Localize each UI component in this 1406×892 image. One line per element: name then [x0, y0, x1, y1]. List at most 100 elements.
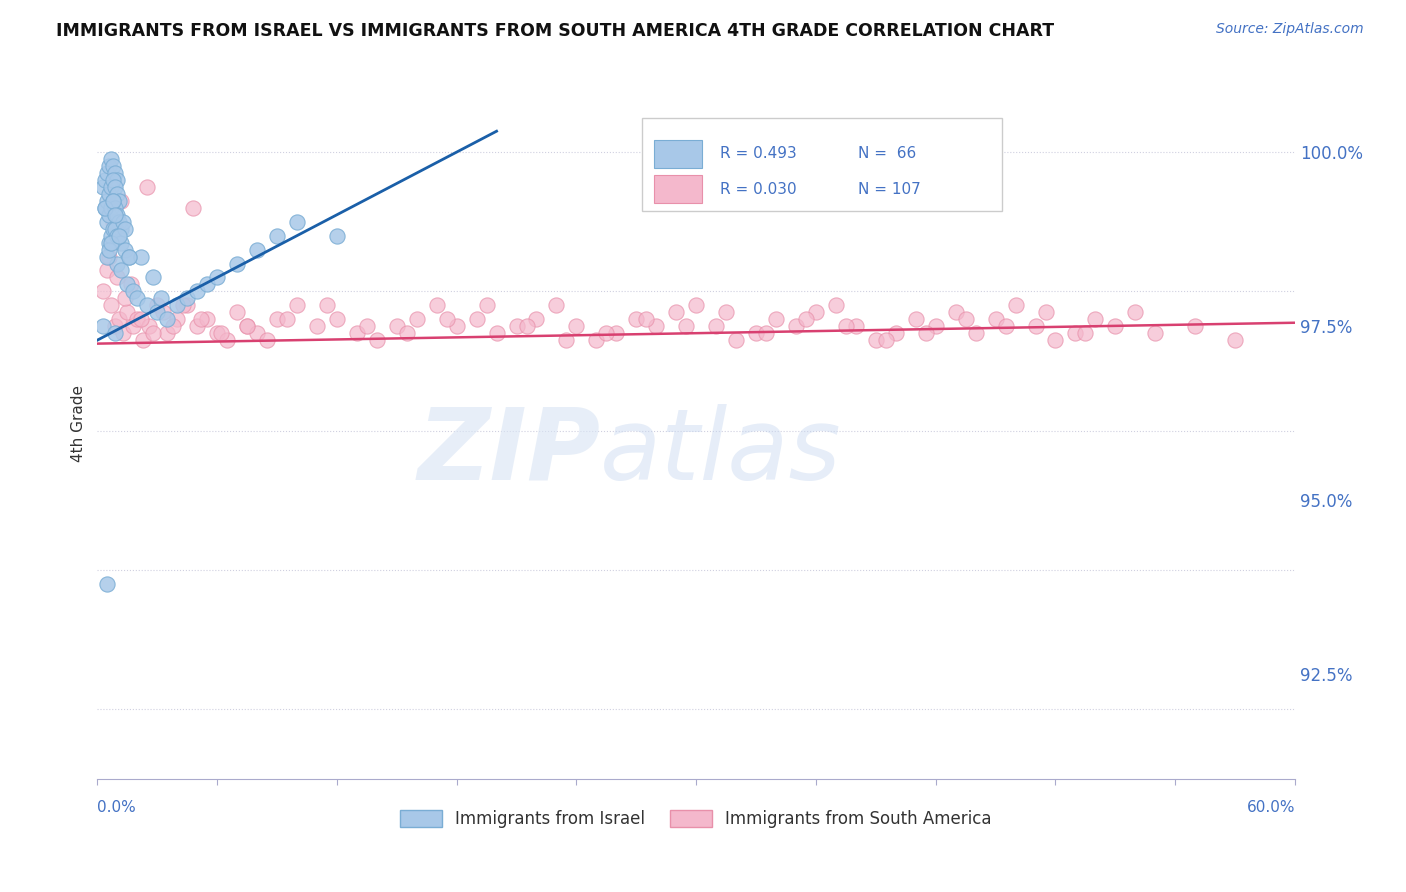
Point — [305, 319, 328, 334]
Point — [100, 180, 122, 194]
Point — [804, 305, 827, 319]
Point — [114, 243, 136, 257]
Point — [645, 319, 668, 334]
Point — [904, 312, 927, 326]
Point — [129, 250, 152, 264]
Point — [875, 333, 897, 347]
Point — [515, 319, 537, 334]
Point — [1104, 319, 1126, 334]
Point — [285, 215, 308, 229]
Point — [195, 312, 218, 326]
Point — [108, 215, 131, 229]
Point — [555, 333, 578, 347]
Point — [110, 221, 132, 235]
Point — [226, 256, 249, 270]
Point — [1035, 305, 1057, 319]
Point — [94, 201, 117, 215]
Point — [120, 277, 142, 292]
Point — [166, 312, 188, 326]
Point — [865, 333, 887, 347]
Legend: Immigrants from Israel, Immigrants from South America: Immigrants from Israel, Immigrants from … — [394, 803, 998, 835]
Point — [505, 319, 527, 334]
Point — [100, 235, 122, 250]
Point — [1045, 333, 1067, 347]
Point — [385, 319, 408, 334]
Point — [108, 194, 131, 208]
Point — [395, 326, 418, 341]
Point — [965, 326, 987, 341]
Point — [465, 312, 488, 326]
Point — [166, 298, 188, 312]
Point — [110, 263, 132, 277]
Point — [446, 319, 468, 334]
Point — [266, 312, 288, 326]
Point — [108, 312, 131, 326]
Point — [745, 326, 768, 341]
Point — [794, 312, 817, 326]
Point — [98, 235, 121, 250]
Point — [1064, 326, 1087, 341]
Point — [526, 312, 548, 326]
Point — [366, 333, 388, 347]
Point — [704, 319, 727, 334]
Point — [103, 215, 125, 229]
Point — [94, 173, 117, 187]
Point — [104, 180, 127, 194]
Point — [1025, 319, 1047, 334]
Point — [685, 298, 707, 312]
Point — [955, 312, 977, 326]
Point — [636, 312, 658, 326]
Point — [190, 312, 212, 326]
Point — [884, 326, 907, 341]
Point — [914, 326, 936, 341]
Point — [316, 298, 339, 312]
Point — [217, 333, 239, 347]
Point — [426, 298, 449, 312]
Y-axis label: 4th Grade: 4th Grade — [72, 385, 86, 462]
Point — [266, 228, 288, 243]
Point — [156, 326, 179, 341]
Point — [96, 166, 118, 180]
Point — [186, 285, 208, 299]
Point — [1004, 298, 1026, 312]
Point — [156, 312, 179, 326]
Point — [984, 312, 1007, 326]
Point — [91, 319, 114, 334]
Point — [1223, 333, 1246, 347]
Point — [925, 319, 948, 334]
Point — [1144, 326, 1167, 341]
Point — [127, 312, 149, 326]
Text: R = 0.030: R = 0.030 — [720, 182, 797, 197]
Point — [675, 319, 697, 334]
Point — [100, 298, 122, 312]
Point — [94, 201, 117, 215]
Point — [104, 221, 127, 235]
Point — [436, 312, 458, 326]
Point — [138, 319, 160, 334]
Point — [725, 333, 748, 347]
Point — [835, 319, 858, 334]
Point — [186, 319, 208, 334]
Point — [146, 298, 169, 312]
Point — [546, 298, 568, 312]
Point — [132, 333, 155, 347]
Point — [100, 201, 122, 215]
Point — [112, 326, 135, 341]
Point — [665, 305, 688, 319]
Text: 60.0%: 60.0% — [1247, 800, 1295, 814]
Point — [91, 285, 114, 299]
Point — [122, 285, 145, 299]
Point — [96, 194, 118, 208]
Point — [118, 250, 141, 264]
Point — [100, 228, 122, 243]
Point — [96, 215, 118, 229]
Point — [91, 180, 114, 194]
Point — [236, 319, 259, 334]
Point — [236, 319, 259, 334]
Point — [103, 159, 125, 173]
Point — [104, 208, 127, 222]
Point — [181, 201, 204, 215]
Point — [825, 298, 848, 312]
Point — [195, 277, 218, 292]
Point — [104, 326, 127, 341]
